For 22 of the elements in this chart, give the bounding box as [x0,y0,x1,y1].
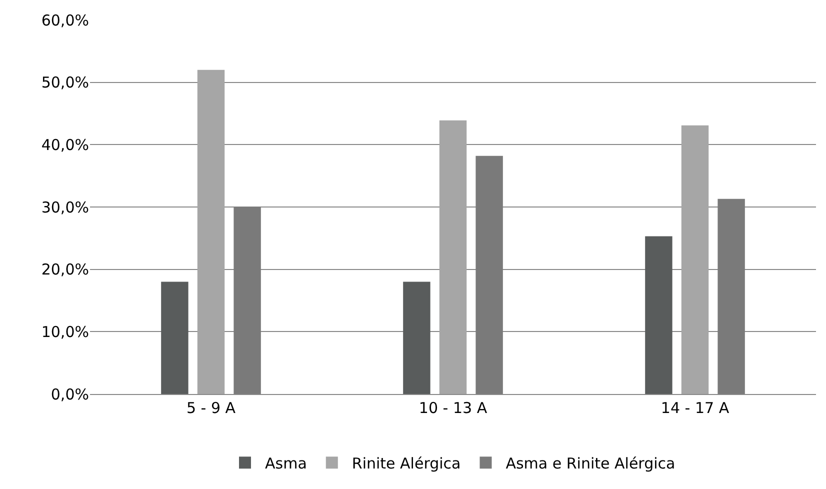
y-tick-label: 10,0% [41,322,89,341]
x-tick-label: 10 - 13 A [418,399,488,417]
y-tick-label: 50,0% [41,74,89,92]
y-tick-label: 60,0% [41,11,89,30]
bar [403,282,430,394]
bar [476,156,503,394]
x-tick-label: 5 - 9 A [186,399,236,417]
bar [645,236,672,394]
bar [718,198,745,394]
bar [197,70,225,394]
legend-label: Rinite Alérgica [352,454,461,472]
y-tick-label: 20,0% [41,260,89,279]
y-tick-label: 0,0% [50,385,89,404]
bar [681,125,709,394]
y-tick-label: 40,0% [41,136,89,154]
legend-label: Asma [265,454,307,472]
bar [161,282,188,394]
y-tick-label: 30,0% [41,198,89,216]
legend-label: Asma e Rinite Alérgica [506,454,676,472]
bar [439,120,467,394]
x-tick-label: 14 - 17 A [660,399,730,417]
bar [234,207,261,394]
